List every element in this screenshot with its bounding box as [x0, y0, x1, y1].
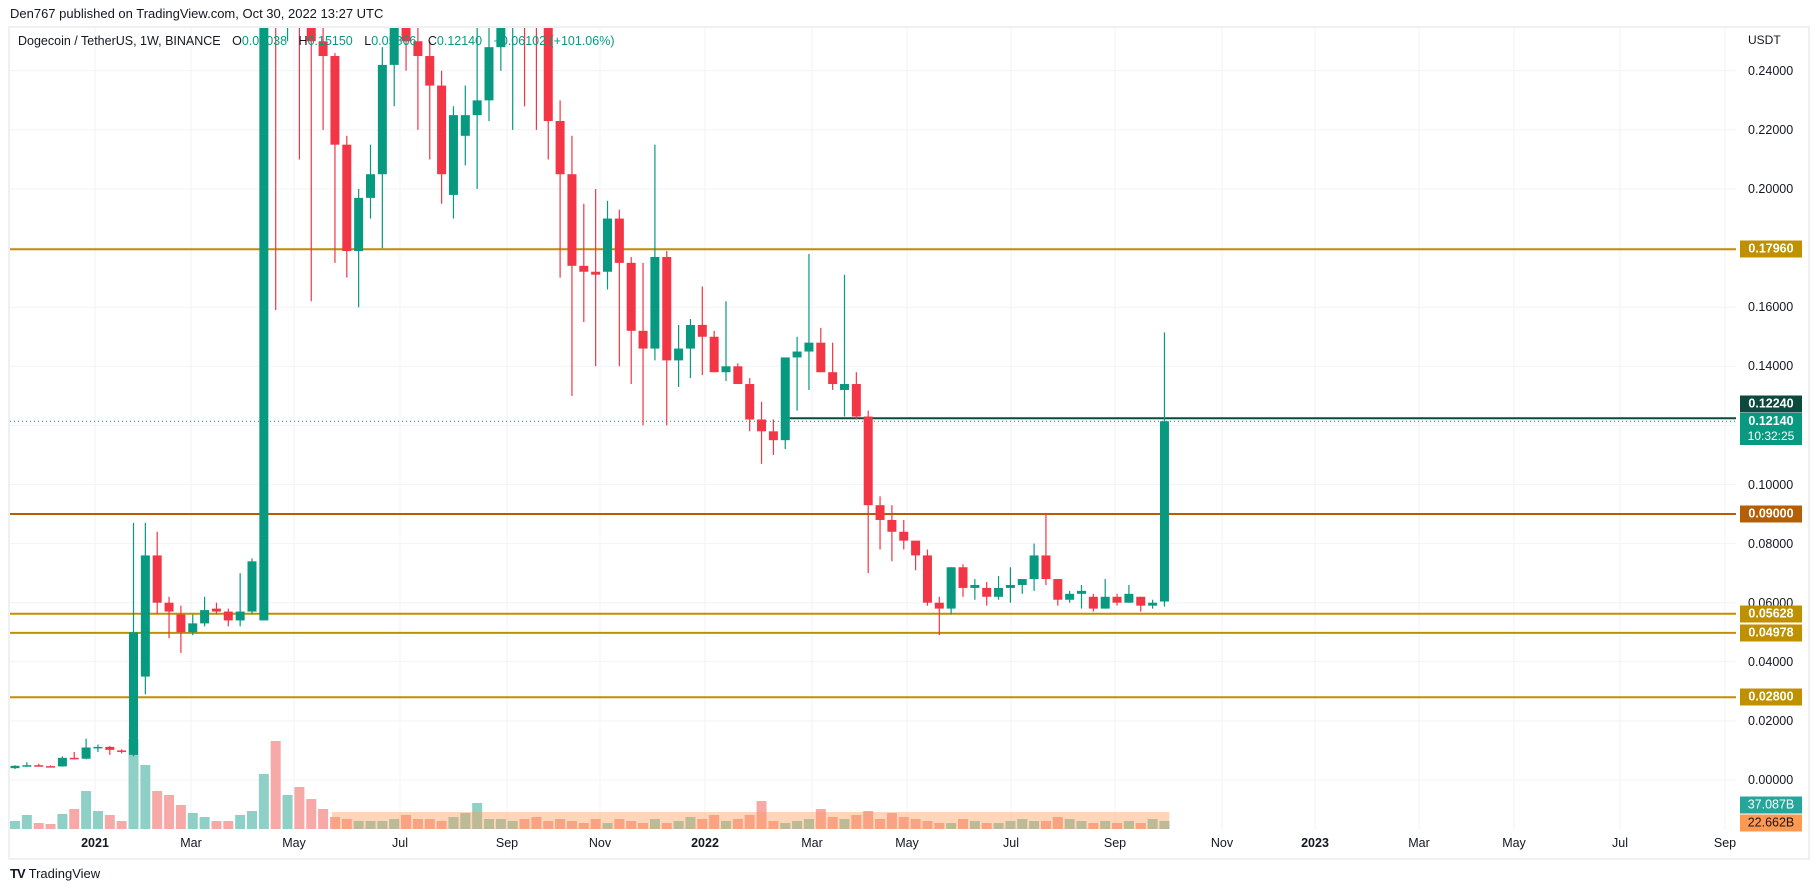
time-tick: 2021 [81, 836, 109, 850]
tradingview-logo-icon: TV [10, 866, 26, 881]
time-tick: Jul [1003, 836, 1019, 850]
price-tick: 0.20000 [1748, 182, 1794, 196]
open-label: O [232, 34, 242, 48]
low-label: L [364, 34, 372, 48]
level-tag-0.1224: 0.12240 [1740, 395, 1802, 413]
last-price-tag: 0.12140 10:32:25 [1740, 413, 1802, 445]
open-value: 0.06038 [241, 34, 288, 48]
close-value: 0.12140 [436, 34, 483, 48]
time-tick: Sep [495, 836, 519, 850]
time-tick: Sep [1103, 836, 1127, 850]
symbol-legend: Dogecoin / TetherUS, 1W, BINANCE O0.0603… [18, 34, 615, 48]
price-tick: 0.24000 [1748, 63, 1794, 78]
price-axis-unit: USDT [1748, 33, 1781, 47]
time-tick: 2023 [1301, 836, 1329, 850]
time-tick: Mar [801, 836, 823, 850]
last-price-value: 0.12140 [1748, 414, 1794, 428]
volume-ma-tag: 22.662B [1740, 814, 1802, 832]
time-tick: Sep [1713, 836, 1737, 850]
high-value: 0.15150 [307, 34, 353, 48]
time-tick: Jul [392, 836, 408, 850]
time-tick: Mar [1408, 836, 1430, 850]
price-tick: 0.16000 [1748, 300, 1794, 315]
resistance-tag-0.1796: 0.17960 [1740, 240, 1802, 258]
close-label: C [427, 34, 437, 48]
footer: TV TradingView [10, 866, 100, 881]
price-tick: 0.02000 [1748, 713, 1794, 728]
bar-countdown: 10:32:25 [1747, 429, 1795, 443]
support-tag-0.05628: 0.05628 [1740, 605, 1802, 623]
time-tick: Mar [180, 836, 202, 850]
price-tick: 0.22000 [1748, 122, 1794, 137]
tradingview-brand: TradingView [28, 866, 101, 881]
low-value: 0.05866 [371, 34, 417, 48]
change-value: +0.06102 (+101.06%) [493, 34, 615, 48]
chart-frame [8, 26, 1810, 860]
price-tick: 0.00000 [1748, 773, 1794, 787]
price-tick: 0.08000 [1748, 536, 1794, 551]
support-tag-0.04978: 0.04978 [1740, 624, 1802, 642]
high-label: H [298, 34, 308, 48]
support-tag-0.028: 0.02800 [1740, 688, 1802, 706]
time-tick: May [282, 836, 306, 850]
time-tick: 2022 [691, 836, 719, 850]
volume-tag: 37.087B [1740, 796, 1802, 814]
time-tick: May [895, 836, 919, 850]
published-line: Den767 published on TradingView.com, Oct… [10, 6, 384, 21]
time-tick: May [1502, 836, 1526, 850]
price-tick: 0.10000 [1748, 477, 1794, 492]
price-tick: 0.04000 [1748, 654, 1794, 669]
price-tick: 0.14000 [1748, 359, 1794, 374]
time-tick: Jul [1612, 836, 1628, 850]
time-tick: Nov [1210, 836, 1234, 850]
symbol-name: Dogecoin / TetherUS, 1W, BINANCE [18, 34, 221, 48]
time-tick: Nov [588, 836, 612, 850]
support-tag-0.09: 0.09000 [1740, 505, 1802, 523]
